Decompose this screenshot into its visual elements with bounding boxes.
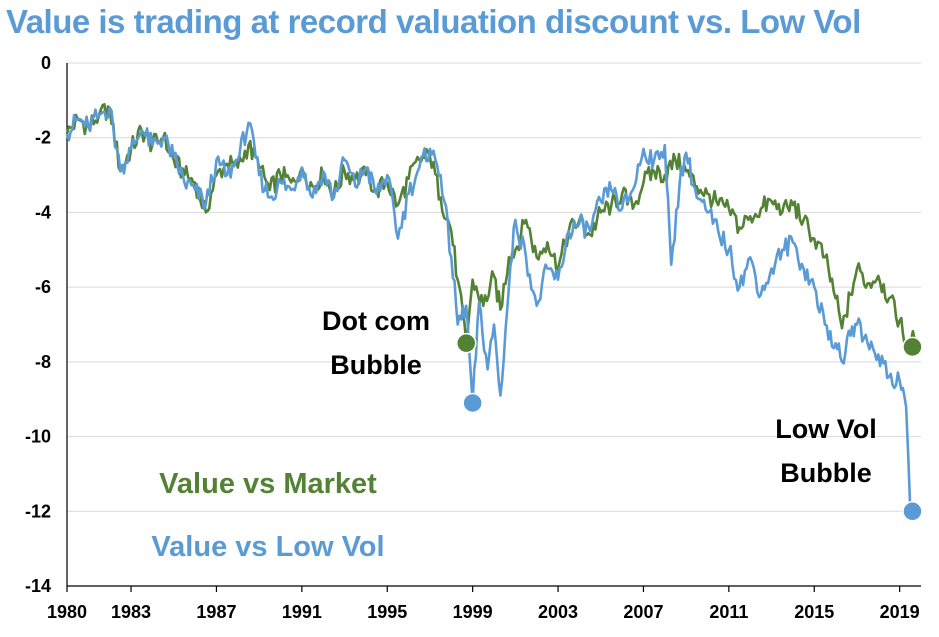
annotation-lowvol-line2: Bubble	[780, 458, 872, 488]
y-tick-label: 0	[41, 53, 51, 73]
highlight-marker	[455, 332, 477, 354]
chart-title: Value is trading at record valuation dis…	[6, 3, 861, 40]
highlight-marker	[462, 392, 483, 414]
y-tick-label: -6	[35, 277, 51, 297]
x-tick-label: 1991	[282, 602, 322, 622]
axis-layer: 0 -2 -4 -6 -8 -10 -12 -14 1980 1983 1987 1991 1995 19…	[25, 53, 921, 622]
marker-layer	[455, 332, 923, 522]
x-tick-label: 1995	[367, 602, 407, 622]
series-line-value-vs-low-vol	[65, 106, 912, 512]
y-tick-label: -4	[35, 202, 51, 222]
annotation-dotcom-line2: Bubble	[330, 350, 422, 380]
x-tick-label: 1999	[453, 602, 493, 622]
y-tick-label: -14	[25, 576, 51, 596]
text-layer: Dot com Bubble Low Vol Bubble Value vs M…	[151, 306, 876, 563]
y-tick-label: -12	[25, 501, 51, 521]
x-tick-label: 2011	[709, 602, 748, 622]
y-tick-label: -8	[35, 352, 51, 372]
x-tick-label: 2019	[880, 602, 920, 622]
annotation-lowvol-line1: Low Vol	[775, 414, 877, 444]
legend-value-vs-low-vol: Value vs Low Vol	[151, 531, 384, 563]
x-tick-label: 2003	[538, 602, 578, 622]
annotation-dotcom-line1: Dot com	[322, 306, 430, 336]
x-tick-label: 1983	[111, 602, 151, 622]
y-tick-label: -10	[25, 427, 51, 447]
highlight-marker	[902, 336, 923, 358]
grid-layer	[67, 62, 921, 512]
x-tick-label: 2007	[623, 602, 663, 622]
y-tick-label: -2	[35, 128, 51, 148]
x-tick-label: 1987	[196, 602, 236, 622]
series-layer	[65, 103, 916, 512]
legend-value-vs-market: Value vs Market	[159, 468, 377, 500]
highlight-marker	[902, 501, 923, 522]
series-line-value-vs-market	[65, 103, 916, 350]
x-tick-label: 1980	[47, 602, 87, 622]
x-tick-label: 2015	[794, 602, 834, 622]
